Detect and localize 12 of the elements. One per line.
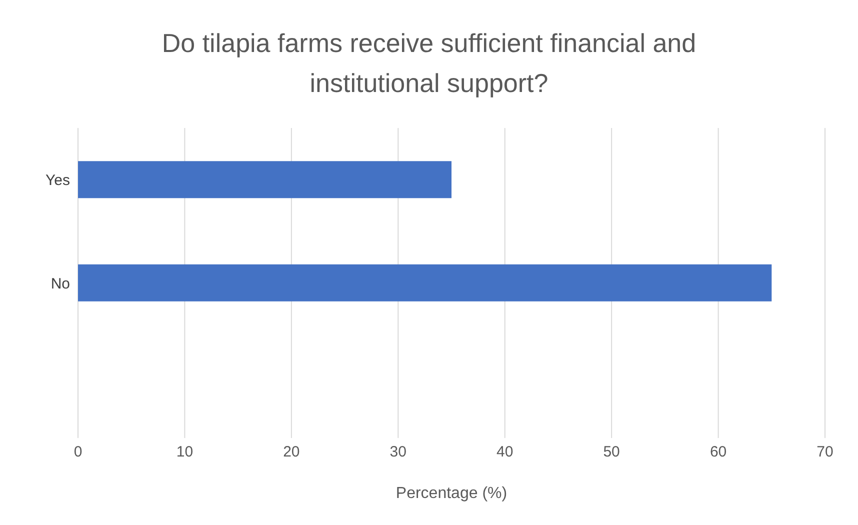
x-axis-title: Percentage (%) bbox=[396, 485, 508, 502]
x-tick-label: 60 bbox=[710, 444, 727, 461]
x-tick-label: 30 bbox=[390, 444, 406, 461]
x-tick-label: 50 bbox=[603, 444, 620, 461]
y-tick-label: Yes bbox=[46, 172, 70, 189]
x-tick-label: 40 bbox=[496, 444, 514, 461]
x-tick-label: 0 bbox=[74, 444, 82, 461]
chart-title: Do tilapia farms receive sufficient financial and institutional support? bbox=[160, 27, 698, 100]
x-tick-label: 70 bbox=[816, 444, 834, 461]
x-tick-label: 10 bbox=[176, 444, 194, 461]
x-tick-label: 20 bbox=[283, 444, 300, 461]
y-tick-label: No bbox=[50, 275, 70, 292]
